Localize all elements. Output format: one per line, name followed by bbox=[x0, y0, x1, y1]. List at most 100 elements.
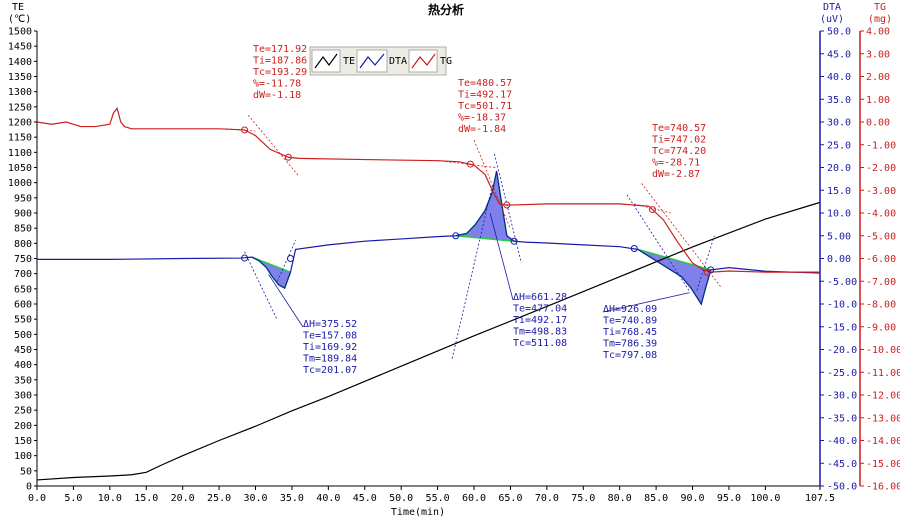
tangent-line-3 bbox=[437, 160, 496, 168]
peak-3-label: Ti=768.45 bbox=[603, 327, 657, 338]
legend: TE DTA TG bbox=[309, 46, 452, 76]
tangent-line-8 bbox=[276, 240, 296, 282]
step-3-label: Te=740.57 bbox=[652, 123, 706, 134]
legend-dta-label: DTA bbox=[389, 56, 407, 67]
tg-tick-label: 4.00 bbox=[866, 27, 890, 38]
te-tick-label: 950 bbox=[14, 193, 32, 204]
te-tick-label: 1300 bbox=[8, 87, 32, 98]
x-tick-label: 107.5 bbox=[805, 493, 835, 504]
te-axis-label: TE bbox=[12, 2, 24, 13]
tg-tick-label: -16.00 bbox=[866, 482, 900, 493]
tg-tick-label: 3.00 bbox=[866, 49, 890, 60]
x-tick-label: 95.0 bbox=[717, 493, 741, 504]
te-tick-label: 0 bbox=[26, 482, 32, 493]
dta-tick-label: -40.0 bbox=[827, 436, 857, 447]
step-2-label: Te=480.57 bbox=[458, 78, 512, 89]
te-tick-label: 1250 bbox=[8, 102, 32, 113]
x-tick-label: 75.0 bbox=[571, 493, 595, 504]
tg-axis-label: TG bbox=[874, 2, 886, 13]
tg-tick-label: -11.00 bbox=[866, 368, 900, 379]
peak-3-label: Te=740.89 bbox=[603, 316, 657, 327]
te-tick-label: 1450 bbox=[8, 42, 32, 53]
step-3-label: Tc=774.20 bbox=[652, 146, 706, 157]
tg-tick-label: -10.00 bbox=[866, 345, 900, 356]
dta-onset-marker bbox=[630, 244, 638, 252]
peak-3-label: Tm=786.39 bbox=[603, 339, 657, 350]
x-tick-label: 80.0 bbox=[608, 493, 632, 504]
peak-2-label: Tm=498.83 bbox=[513, 327, 567, 338]
step-1-label: %=-11.78 bbox=[253, 79, 301, 90]
tangent-line-5 bbox=[634, 203, 671, 214]
te-tick-label: 1100 bbox=[8, 148, 32, 159]
te-tick-label: 900 bbox=[14, 209, 32, 220]
dta-axis-unit: (uV) bbox=[820, 14, 844, 25]
dta-tick-label: -20.0 bbox=[827, 345, 857, 356]
dta-tick-label: 50.0 bbox=[827, 27, 851, 38]
tg-onset-marker bbox=[241, 126, 249, 134]
dta-tick-label: 30.0 bbox=[827, 118, 851, 129]
dta-tick-label: -25.0 bbox=[827, 368, 857, 379]
te-tick-label: 700 bbox=[14, 269, 32, 280]
series-line-dta bbox=[37, 171, 821, 306]
te-tick-label: 1350 bbox=[8, 72, 32, 83]
legend-te-label: TE bbox=[343, 56, 355, 67]
step-3-label: Ti=747.02 bbox=[652, 135, 706, 146]
chart-title: 热分析 bbox=[428, 2, 464, 17]
dta-tick-label: -10.0 bbox=[827, 300, 857, 311]
step-2-label: Ti=492.17 bbox=[458, 90, 512, 101]
tg-tick-label: -9.00 bbox=[866, 322, 896, 333]
tg-tick-label: -12.00 bbox=[866, 391, 900, 402]
dta-tick-label: -30.0 bbox=[827, 391, 857, 402]
tg-end-marker bbox=[284, 153, 292, 161]
te-tick-label: 550 bbox=[14, 315, 32, 326]
dta-tick-label: 40.0 bbox=[827, 72, 851, 83]
legend-tg-swatch bbox=[411, 53, 436, 69]
step-2-label: dW=-1.84 bbox=[458, 124, 506, 135]
legend-tg-label: TG bbox=[440, 56, 452, 67]
x-tick-label: 70.0 bbox=[535, 493, 559, 504]
x-tick-label: 55.0 bbox=[426, 493, 450, 504]
te-tick-label: 300 bbox=[14, 391, 32, 402]
dta-tick-label: -15.0 bbox=[827, 322, 857, 333]
x-axis-label: Time(min) bbox=[391, 507, 445, 518]
te-tick-label: 1400 bbox=[8, 57, 32, 68]
peak-2-label: Te=477.04 bbox=[513, 304, 567, 315]
dta-axis-label: DTA bbox=[823, 2, 841, 13]
te-tick-label: 650 bbox=[14, 284, 32, 295]
tg-tick-label: -3.00 bbox=[866, 186, 896, 197]
dta-tick-label: -35.0 bbox=[827, 413, 857, 424]
tg-tick-label: -15.00 bbox=[866, 459, 900, 470]
dta-peak-fill-1 bbox=[251, 256, 292, 290]
legend-te-swatch bbox=[314, 53, 338, 69]
annotations: ΔH=375.52Te=157.08Ti=169.92Tm=189.84Tc=2… bbox=[226, 44, 722, 376]
peak-leader-2 bbox=[489, 212, 514, 301]
tg-tick-label: 2.00 bbox=[866, 72, 890, 83]
tangent-line-6 bbox=[641, 183, 722, 289]
peak-3-label: Tc=797.08 bbox=[603, 350, 657, 361]
te-tick-label: 1000 bbox=[8, 178, 32, 189]
dta-tick-label: 15.0 bbox=[827, 186, 851, 197]
tangent-line-12 bbox=[696, 235, 715, 291]
tg-tick-label: -1.00 bbox=[866, 140, 896, 151]
x-tick-label: 50.0 bbox=[389, 493, 413, 504]
tg-end-marker bbox=[703, 268, 711, 276]
dta-onset-marker bbox=[452, 232, 460, 240]
dta-tick-label: 35.0 bbox=[827, 95, 851, 106]
x-tick-label: 35.0 bbox=[280, 493, 304, 504]
peak-1-label: Tc=201.07 bbox=[303, 365, 357, 376]
tg-tick-label: 0.00 bbox=[866, 118, 890, 129]
peak-3-label: ΔH=926.09 bbox=[603, 304, 657, 315]
te-tick-label: 450 bbox=[14, 345, 32, 356]
te-tick-label: 250 bbox=[14, 406, 32, 417]
x-tick-label: 85.0 bbox=[644, 493, 668, 504]
peak-2-label: Ti=492.17 bbox=[513, 315, 567, 326]
te-tick-label: 750 bbox=[14, 254, 32, 265]
x-tick-label: 100.0 bbox=[750, 493, 780, 504]
x-tick-label: 45.0 bbox=[353, 493, 377, 504]
tangent-line-2 bbox=[247, 114, 300, 177]
tg-end-marker bbox=[503, 201, 511, 209]
series-line-te bbox=[36, 201, 821, 481]
step-3-label: dW=-2.87 bbox=[652, 169, 700, 180]
dta-peak-fill-2 bbox=[455, 170, 517, 243]
